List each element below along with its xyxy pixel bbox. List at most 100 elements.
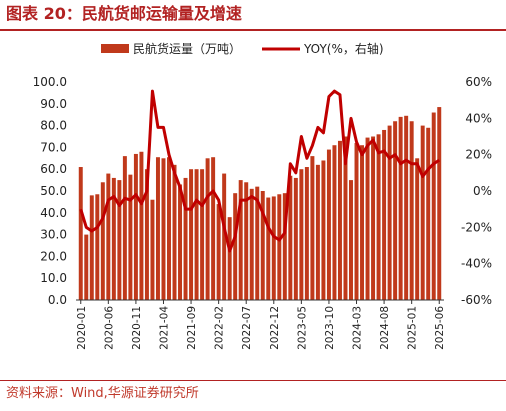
bar-2023-06	[304, 167, 309, 300]
bar-2024-10	[393, 121, 398, 301]
source-note: 资料来源：Wind,华源证券研究所	[6, 386, 199, 401]
bar-2023-10	[326, 149, 331, 300]
bar-2025-04	[426, 127, 431, 300]
bar-2021-09	[189, 169, 194, 300]
x-tick-label: 2021-04	[158, 306, 170, 350]
bar-2024-02	[349, 180, 353, 300]
x-tick-label: 2024-03	[352, 306, 364, 350]
bar-2021-01	[144, 169, 149, 300]
bar-2022-06	[238, 180, 243, 300]
bar-2020-04	[95, 194, 100, 300]
bar-2025-03	[420, 125, 425, 300]
y-right-tick-label: -20%	[461, 220, 492, 234]
bar-2022-10	[260, 191, 265, 300]
y-left-tick-label: 50.0	[40, 184, 67, 198]
x-tick-label: 2022-12	[269, 306, 281, 350]
legend-bar-swatch	[101, 44, 129, 53]
y-right-tick-label: 40%	[465, 111, 492, 125]
bar-2020-11	[133, 153, 138, 300]
bar-2025-01	[409, 121, 414, 301]
x-tick-label: 2021-09	[186, 306, 198, 350]
bar-2023-04	[293, 177, 298, 300]
y-right-tick-label: 0%	[473, 184, 492, 198]
bar-2022-08	[249, 188, 254, 300]
bar-2020-03	[89, 195, 94, 300]
y-left-tick-label: 0.0	[48, 293, 67, 307]
bar-2022-07	[244, 182, 249, 300]
bar-2024-08	[382, 129, 387, 300]
bar-2023-05	[299, 169, 304, 300]
bar-2023-02	[282, 193, 287, 300]
bar-2023-12	[337, 140, 342, 300]
bar-2021-04	[161, 158, 166, 300]
bar-2023-01	[277, 194, 282, 300]
bar-2024-12	[404, 115, 409, 300]
bar-2025-05	[431, 112, 436, 301]
bar-2022-12	[271, 196, 276, 300]
bar-2024-01	[343, 136, 348, 300]
bar-2021-07	[178, 184, 183, 300]
y-right-tick-label: -40%	[461, 257, 492, 271]
y-left-tick-label: 10.0	[40, 271, 67, 285]
y-right-tick-label: -60%	[461, 293, 492, 307]
y-left-tick-label: 80.0	[40, 119, 67, 133]
bar-2022-02	[216, 204, 221, 300]
bar-2023-11	[332, 145, 337, 300]
bar-2024-06	[371, 136, 376, 300]
legend: 民航货运量（万吨） YOY(%，右轴)	[101, 41, 384, 56]
x-tick-label: 2025-01	[407, 306, 419, 350]
bar-2020-02	[84, 234, 89, 300]
bar-2023-07	[310, 156, 315, 300]
bar-2022-03	[222, 173, 227, 300]
bar-2020-12	[139, 151, 144, 300]
legend-bar-label: 民航货运量（万吨）	[133, 41, 241, 56]
y-right-tick-label: 60%	[465, 75, 492, 89]
bar-2021-06	[172, 164, 177, 300]
source-rule	[0, 380, 506, 381]
bar-2022-09	[255, 186, 260, 300]
x-tick-label: 2024-08	[379, 306, 391, 350]
x-tick-label: 2020-06	[103, 306, 115, 350]
y-left-tick-label: 40.0	[40, 206, 67, 220]
bar-2023-03	[288, 175, 293, 300]
bar-2022-04	[227, 217, 232, 300]
y-left-tick-label: 60.0	[40, 162, 67, 176]
x-axis-ticks: 2020-01 2020-06 2020-11 2021-04 2021-09 2022-…	[76, 300, 446, 350]
bar-2024-07	[376, 134, 381, 300]
y-right-tick-label: 20%	[465, 148, 492, 162]
x-tick-label: 2023-05	[296, 306, 308, 350]
bar-2020-10	[128, 174, 133, 300]
y-left-tick-label: 100.0	[33, 75, 67, 89]
figure-title: 图表 20：民航货邮运输量及增速	[6, 4, 242, 23]
bar-2020-01	[78, 167, 83, 300]
bar-2020-08	[117, 180, 122, 300]
x-tick-label: 2025-06	[434, 306, 446, 350]
bar-2020-09	[122, 156, 127, 300]
bar-2020-07	[111, 177, 116, 300]
bar-2021-08	[183, 177, 188, 300]
bar-2023-08	[315, 164, 320, 300]
bar-2021-02	[150, 199, 155, 300]
bar-2024-09	[387, 125, 392, 300]
cargo-chart: 民航货运量（万吨） YOY(%，右轴) 2020-01 2020-06 2020-1…	[33, 41, 492, 350]
bar-series	[78, 107, 442, 301]
x-tick-label: 2020-11	[131, 306, 143, 350]
bar-2025-06	[437, 107, 442, 300]
bar-2021-10	[194, 169, 199, 300]
bar-2020-06	[106, 173, 111, 300]
bar-2021-03	[155, 157, 160, 300]
y-axis-right-ticks: -60% -40% -20% 0% 20% 40% 60%	[461, 75, 492, 307]
bar-2024-03	[354, 143, 359, 300]
y-left-tick-label: 20.0	[40, 249, 67, 263]
x-tick-label: 2022-02	[214, 306, 226, 350]
x-tick-label: 2020-01	[76, 306, 88, 350]
title-rule	[0, 29, 506, 31]
legend-line-label: YOY(%，右轴)	[303, 41, 384, 56]
bar-2023-09	[321, 160, 326, 300]
bar-2021-11	[200, 169, 205, 300]
x-tick-label: 2022-07	[241, 306, 253, 350]
y-left-tick-label: 90.0	[40, 97, 67, 111]
bar-2024-04	[360, 145, 365, 300]
bar-2022-01	[211, 157, 216, 300]
bar-2020-05	[100, 182, 105, 300]
